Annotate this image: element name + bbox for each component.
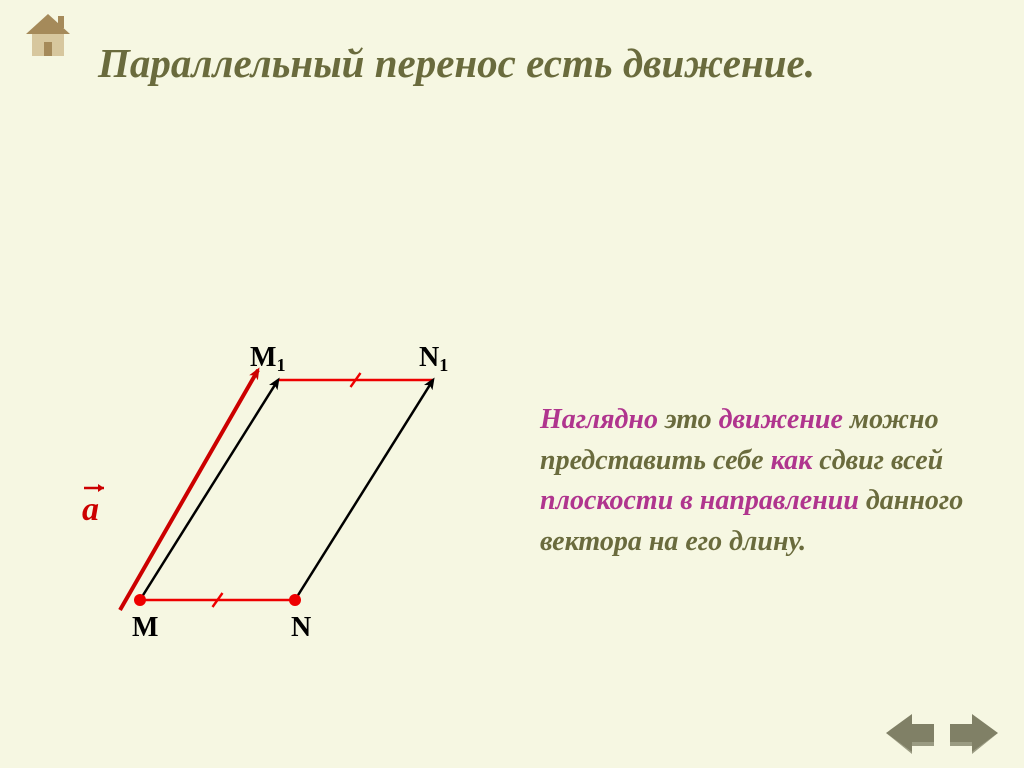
body-word-2: это: [658, 404, 719, 435]
body-word-1: Наглядно: [540, 404, 658, 435]
svg-text:N1: N1: [419, 342, 448, 375]
body-text: Наглядно это движение можно представить …: [540, 400, 970, 562]
diagram: M N M1 N1 a: [60, 310, 500, 650]
home-icon[interactable]: [22, 12, 74, 65]
body-word-7: плоскости в направлении: [540, 485, 859, 516]
svg-text:M: M: [132, 612, 158, 643]
prev-arrow-icon[interactable]: [884, 712, 936, 754]
page-title: Параллельный перенос есть движение.: [98, 38, 918, 89]
svg-text:N: N: [291, 612, 311, 643]
next-arrow-icon[interactable]: [948, 712, 1000, 754]
svg-text:M1: M1: [250, 342, 286, 375]
nav-arrows: [884, 712, 1000, 754]
body-word-6: сдвиг всей: [812, 445, 943, 476]
body-word-5: как: [771, 445, 813, 476]
body-word-3: движение: [719, 404, 843, 435]
svg-text:a: a: [82, 491, 99, 528]
